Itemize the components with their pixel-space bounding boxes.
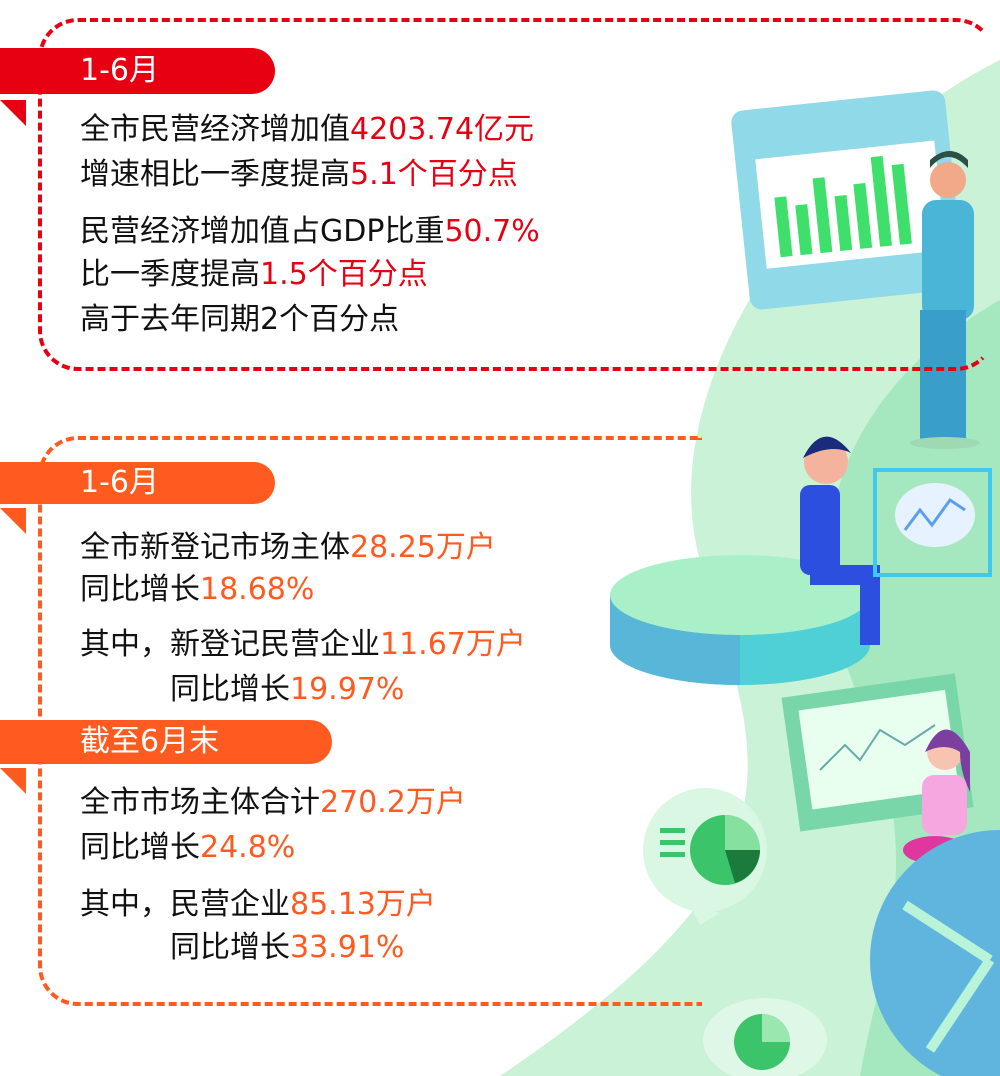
stat-line: 民营经济增加值占GDP比重50.7% bbox=[80, 212, 540, 252]
sitting-person-icon bbox=[800, 436, 880, 645]
stat-line: 增速相比一季度提高5.1个百分点 bbox=[80, 155, 518, 195]
stat-value: 33.91% bbox=[290, 930, 405, 965]
tab-fold bbox=[0, 100, 26, 126]
stat-value: 4203.74亿元 bbox=[350, 112, 535, 147]
stat-value: 270.2万户 bbox=[320, 785, 466, 820]
stat-line: 其中，民营企业85.13万户 bbox=[80, 885, 436, 925]
stat-label: 全市市场主体合计 bbox=[80, 785, 320, 820]
stat-line: 同比增长33.91% bbox=[170, 928, 404, 968]
bar-chart-board-icon bbox=[731, 90, 964, 310]
tab-fold bbox=[0, 508, 26, 534]
stat-value: 1.5个百分点 bbox=[260, 257, 428, 292]
pie-platform-icon bbox=[610, 555, 870, 685]
stat-label: 同比增长 bbox=[80, 830, 200, 865]
stat-line: 高于去年同期2个百分点 bbox=[80, 300, 399, 340]
stat-line: 同比增长24.8% bbox=[80, 828, 295, 868]
stat-value: 19.97% bbox=[290, 672, 405, 707]
stat-label: 其中，新登记民营企业 bbox=[80, 627, 380, 662]
section1-dashed-frame bbox=[38, 18, 996, 371]
stat-label: 比一季度提高 bbox=[80, 257, 260, 292]
section1-tab: 1-6月 bbox=[0, 48, 275, 94]
stat-label: 高于去年同期2个百分点 bbox=[80, 302, 400, 337]
stat-line: 比一季度提高1.5个百分点 bbox=[80, 255, 428, 295]
stat-label: 其中，民营企业 bbox=[80, 887, 290, 922]
stat-value: 24.8% bbox=[200, 830, 296, 865]
section2-tab: 1-6月 bbox=[0, 462, 275, 504]
stat-line: 其中，新登记民营企业11.67万户 bbox=[80, 625, 526, 665]
stat-value: 18.68% bbox=[200, 572, 315, 607]
tab-fold bbox=[0, 768, 26, 794]
cloud-pie-icon bbox=[703, 998, 827, 1076]
stat-value: 85.13万户 bbox=[290, 887, 436, 922]
stat-value: 5.1个百分点 bbox=[350, 157, 518, 192]
stat-label: 全市民营经济增加值 bbox=[80, 112, 350, 147]
pie-chart-bubble-icon bbox=[643, 788, 767, 925]
stat-label: 同比增长 bbox=[80, 572, 200, 607]
globe-arrows-icon bbox=[870, 830, 1000, 1076]
stat-label: 同比增长 bbox=[170, 930, 290, 965]
section3-tab: 截至6月末 bbox=[0, 720, 332, 764]
stat-line: 全市新登记市场主体28.25万户 bbox=[80, 528, 496, 568]
stat-value: 50.7% bbox=[444, 214, 540, 249]
line-chart-bubble-icon bbox=[873, 468, 992, 577]
stat-label: 增速相比一季度提高 bbox=[80, 157, 350, 192]
stat-value: 28.25万户 bbox=[350, 530, 496, 565]
stat-line: 全市市场主体合计270.2万户 bbox=[80, 783, 466, 823]
stat-label: 同比增长 bbox=[170, 672, 290, 707]
stat-line: 同比增长19.97% bbox=[170, 670, 404, 710]
stat-value: 11.67万户 bbox=[380, 627, 526, 662]
stat-label: 全市新登记市场主体 bbox=[80, 530, 350, 565]
stat-line: 全市民营经济增加值4203.74亿元 bbox=[80, 110, 534, 150]
stat-label: 民营经济增加值占GDP比重 bbox=[80, 214, 445, 249]
stat-line: 同比增长18.68% bbox=[80, 570, 314, 610]
